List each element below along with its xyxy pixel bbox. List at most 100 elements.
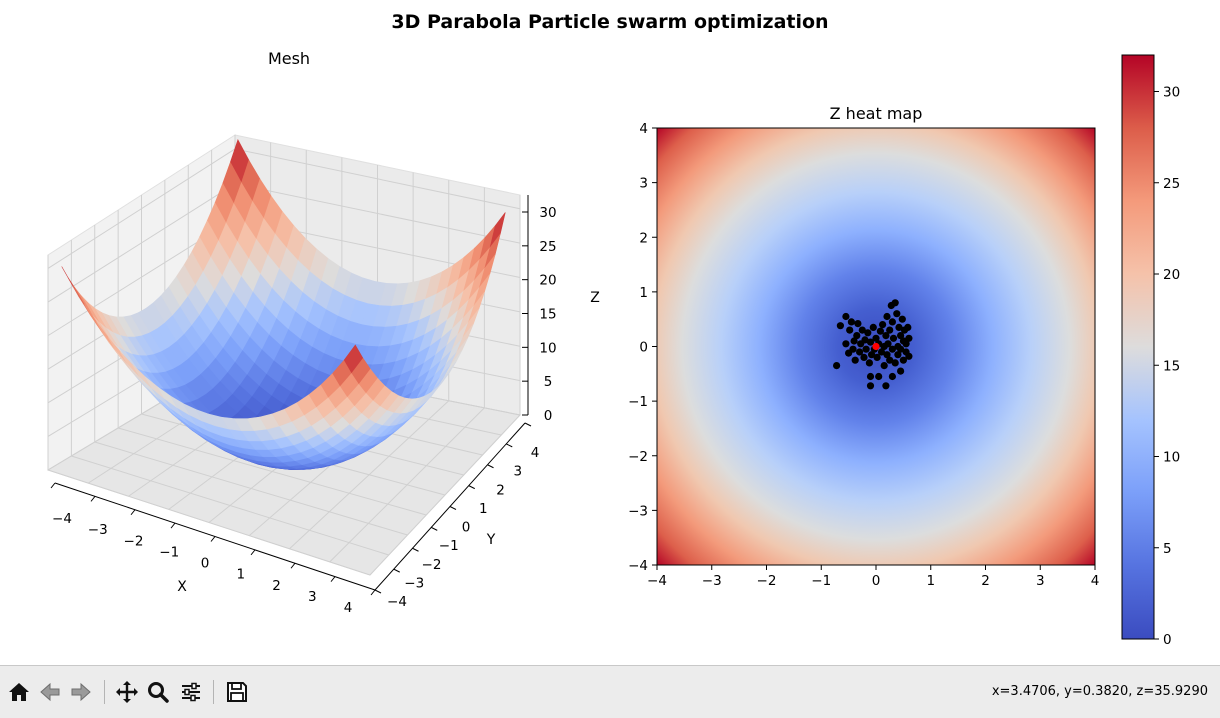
mesh-y-tick [431,526,438,531]
move-icon [116,681,138,703]
mesh-x-tick [210,536,216,542]
mesh-x-tick-label: −1 [159,544,179,560]
best-particle-point [872,342,880,351]
heatmap-y-tick-label: 2 [639,230,648,246]
particle-point [853,332,861,340]
particle-point [891,359,899,367]
mesh-z-tick-label: 20 [539,273,556,289]
particle-point [877,348,886,356]
particle-point [847,318,856,326]
forward-button[interactable] [68,678,94,706]
particle-point [882,332,890,340]
heatmap-x-tick-label: 4 [1091,573,1100,589]
figure-canvas[interactable]: 3D Parabola Particle swarm optimization … [0,0,1220,665]
zoom-button[interactable] [145,678,171,706]
colorbar-tick-label: 5 [1163,541,1172,557]
particle-point [897,345,905,353]
figure-title: 3D Parabola Particle swarm optimization [391,11,828,33]
particle-point [862,345,870,353]
particle-point [891,299,899,307]
mesh-y-tick [412,547,419,552]
particle-point [876,327,885,335]
magnifier-icon [148,682,169,703]
particle-point [858,326,866,334]
colorbar-tick-label: 0 [1163,632,1172,648]
mesh-y-tick [449,506,457,510]
mesh-x-tick [250,549,256,556]
particle-point [888,318,897,326]
heatmap-y-tick-label: 1 [639,285,648,301]
configure-subplots-button[interactable] [178,678,204,706]
mesh-y-tick-label: −4 [387,594,407,610]
particle-point [899,356,908,364]
particle-point [851,356,859,364]
heatmap-y-tick-label: −3 [628,503,648,519]
mesh-y-tick-label: 0 [462,520,471,536]
colorbar: 0 5 10 15 20 25 30 [1121,54,1180,648]
home-button[interactable] [6,678,32,706]
heatmap-x-tick-label: −1 [811,573,831,589]
mesh-z-tick-label: 25 [539,239,556,255]
mesh-y-tick [506,443,513,448]
mesh-z-tick-label: 5 [544,374,553,390]
mesh-x-tick [90,496,96,502]
mesh-y-tick [487,464,494,469]
colorbar-gradient [1121,54,1155,640]
mesh-x-tick [330,576,336,582]
mesh-x-tick [170,522,176,529]
mesh-z-tick-label: 0 [544,408,553,424]
save-button[interactable] [224,678,250,706]
mesh-zlabel: Z [590,290,600,306]
heatmap-particles [833,299,913,390]
mesh-x-tick-label: 4 [344,600,353,616]
figure-svg: 3D Parabola Particle swarm optimization … [46,11,1180,648]
particle-point [879,321,887,329]
mesh-y-tick [393,568,400,573]
particle-point [897,367,905,375]
pan-button[interactable] [114,678,140,706]
navigation-toolbar: x=3.4706, y=0.3820, z=35.9290 [0,665,1220,718]
mesh-x-tick [130,509,136,516]
mesh-x-tick-label: 3 [308,589,317,605]
heatmap-x-tick-label: 1 [926,573,935,589]
particle-point [889,334,898,342]
particle-point [833,362,841,370]
particle-point [873,353,881,361]
mesh-y-tick [374,589,382,594]
sliders-icon [182,682,200,702]
toolbar-separator [104,680,105,704]
particle-point [886,356,894,364]
back-button[interactable] [37,678,63,706]
mesh-z-tick-label: 10 [539,340,556,356]
particle-point [888,345,897,353]
mesh-x-tick-label: −2 [124,533,144,549]
particle-point [886,326,894,334]
particle-point [842,340,850,348]
particle-point [856,348,864,356]
mesh-x-tick [370,589,376,596]
particle-point [882,382,890,390]
mesh-y-tick-label: 1 [479,501,488,517]
particle-point [902,340,910,348]
arrow-left-icon [40,682,60,702]
particle-point [866,338,875,346]
colorbar-tick-label: 30 [1163,85,1180,101]
mesh-xlabel: X [177,579,187,595]
particle-point [894,351,902,359]
particle-point [883,312,891,321]
particle-point [866,382,875,390]
particle-point [872,334,880,342]
particle-point [846,326,854,334]
floppy-disk-icon [227,682,247,702]
particle-point [893,310,901,318]
particle-point [861,336,869,344]
mesh-y-tick [524,422,532,427]
mesh-y-tick [468,485,475,490]
heatmap-x-tick-label: 0 [872,573,881,589]
particle-point [854,320,862,328]
particle-point [865,359,874,367]
heatmap-y-tick-label: 3 [639,176,648,192]
mesh-x-tick-label: 1 [236,567,245,583]
particle-point [836,322,845,330]
mesh-y-tick-label: 4 [531,445,540,461]
